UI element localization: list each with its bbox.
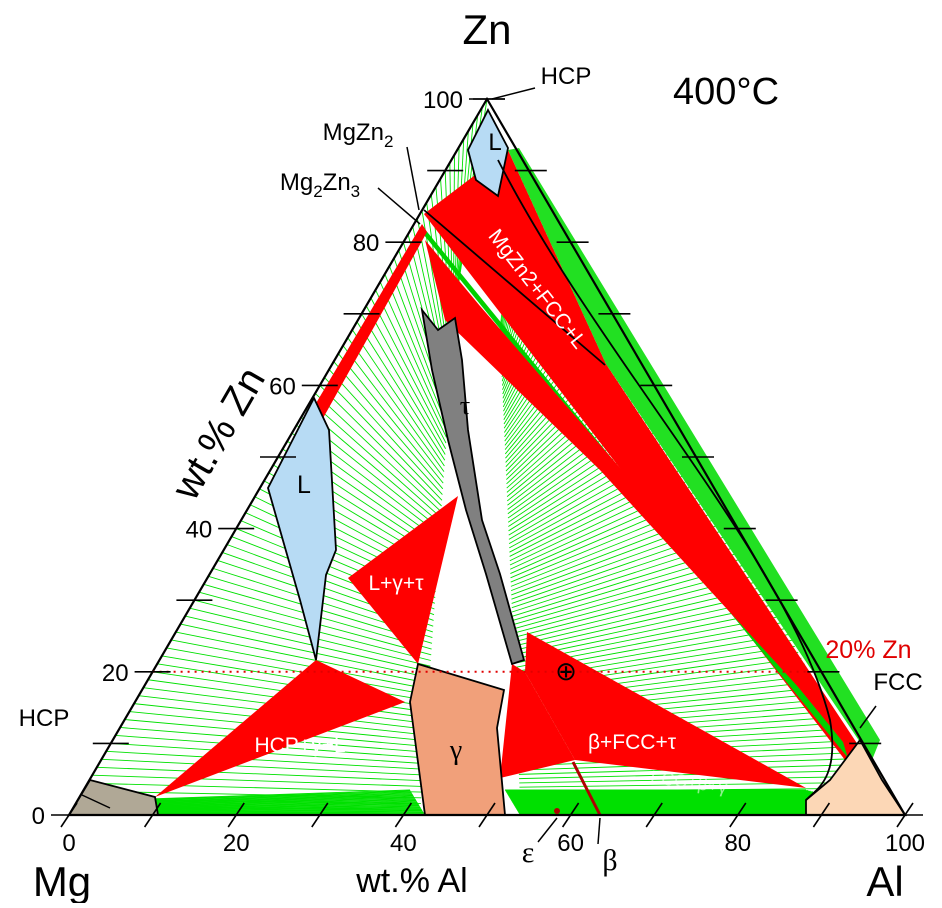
zn-tick-label: 100 (423, 87, 463, 114)
zn-tick-label: 40 (185, 517, 212, 544)
label-liquid-top: L (488, 129, 501, 156)
callout-hcp-top: HCP (541, 63, 592, 90)
al-tick-label: 100 (885, 830, 925, 857)
tie-line (315, 393, 441, 511)
zn-tick-label: 60 (269, 373, 296, 400)
callout-beta: β (602, 844, 617, 877)
al-tick-label: 40 (390, 830, 417, 857)
region-liquid-mid (268, 398, 336, 660)
axis-title-zn: wt.% Zn (163, 360, 274, 508)
tie-line (334, 362, 443, 489)
tie-line (329, 369, 442, 494)
axis-title-al: wt.% Al (355, 862, 467, 900)
al-tick-label: 0 (62, 830, 75, 857)
callout-epsilon: ε (522, 836, 535, 869)
zn-tick-label: 0 (32, 803, 45, 830)
zn-tick-label: 20 (102, 660, 129, 687)
callout-fcc-right: FCC (873, 669, 922, 696)
label-gamma: γ (449, 735, 462, 766)
label-liquid-mid: L (297, 471, 311, 499)
zn-tick-label: 80 (353, 230, 380, 257)
tie-line (97, 767, 423, 780)
label-hcp-gamma-l: HCP+γ+L (254, 734, 345, 757)
epsilon-point (554, 808, 560, 814)
callout-mgzn2: MgZn2 (323, 119, 394, 151)
al-tick-label: 60 (557, 830, 584, 857)
callout-hcp-left: HCP (19, 705, 70, 732)
zn-20-marker-label: 20% Zn (825, 636, 911, 664)
tie-line (338, 354, 443, 484)
region-hcp-mg (69, 780, 158, 815)
label-l-gamma-tau: L+γ+τ (368, 572, 424, 595)
temperature-title: 400°C (673, 71, 779, 113)
label-beta-fcc-tau: β+FCC+τ (588, 731, 677, 754)
tie-line (324, 377, 442, 500)
tie-line (102, 759, 423, 775)
tie-line (320, 385, 442, 506)
composition-point-symbol: ⊕ (555, 656, 577, 686)
corner-label-zn: Zn (462, 6, 511, 53)
al-tick-label: 20 (223, 830, 250, 857)
al-tick-label: 80 (724, 830, 751, 857)
corner-label-mg: Mg (33, 858, 91, 903)
callout-mg2zn3: Mg2Zn3 (280, 169, 360, 201)
label-tau: τ (460, 391, 470, 420)
corner-label-al: Al (866, 858, 903, 903)
